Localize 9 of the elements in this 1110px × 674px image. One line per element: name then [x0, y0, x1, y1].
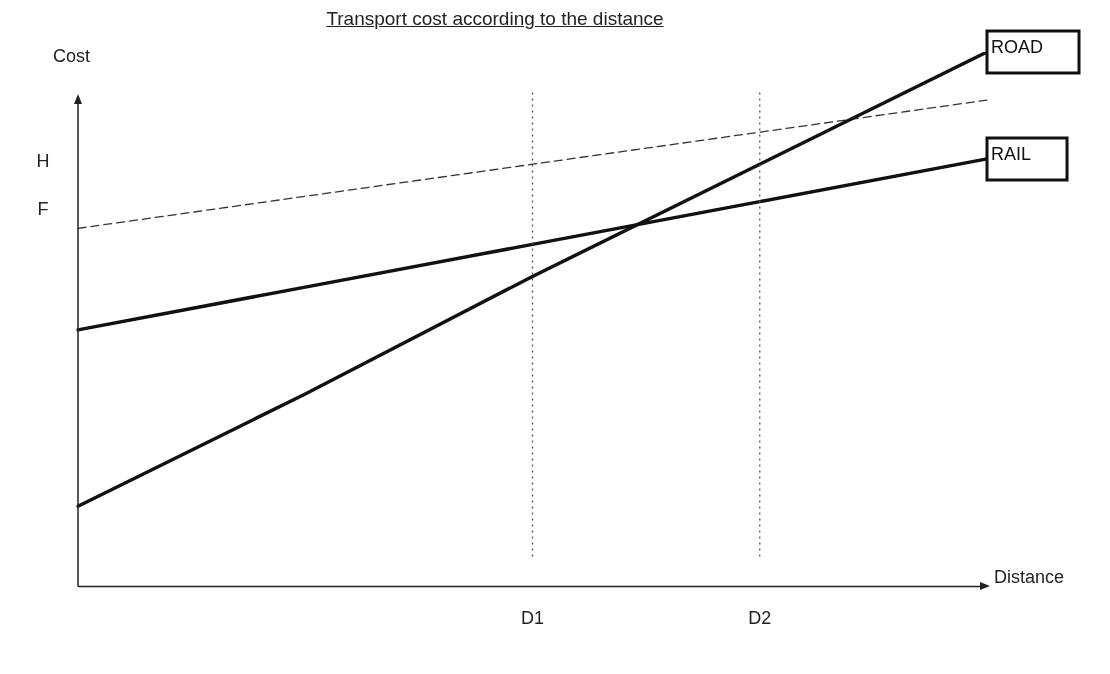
chart-title: Transport cost according to the distance [325, 8, 665, 29]
x-axis-title: Distance [994, 567, 1065, 588]
x-tick-label: D1 [520, 608, 545, 629]
text: F [37, 198, 49, 219]
text: H [36, 150, 50, 171]
series-label: RAIL [991, 143, 1032, 164]
series-label: ROAD [991, 36, 1044, 57]
x-tick-label: D2 [748, 608, 772, 629]
y-axis-title: Cost [53, 45, 91, 66]
